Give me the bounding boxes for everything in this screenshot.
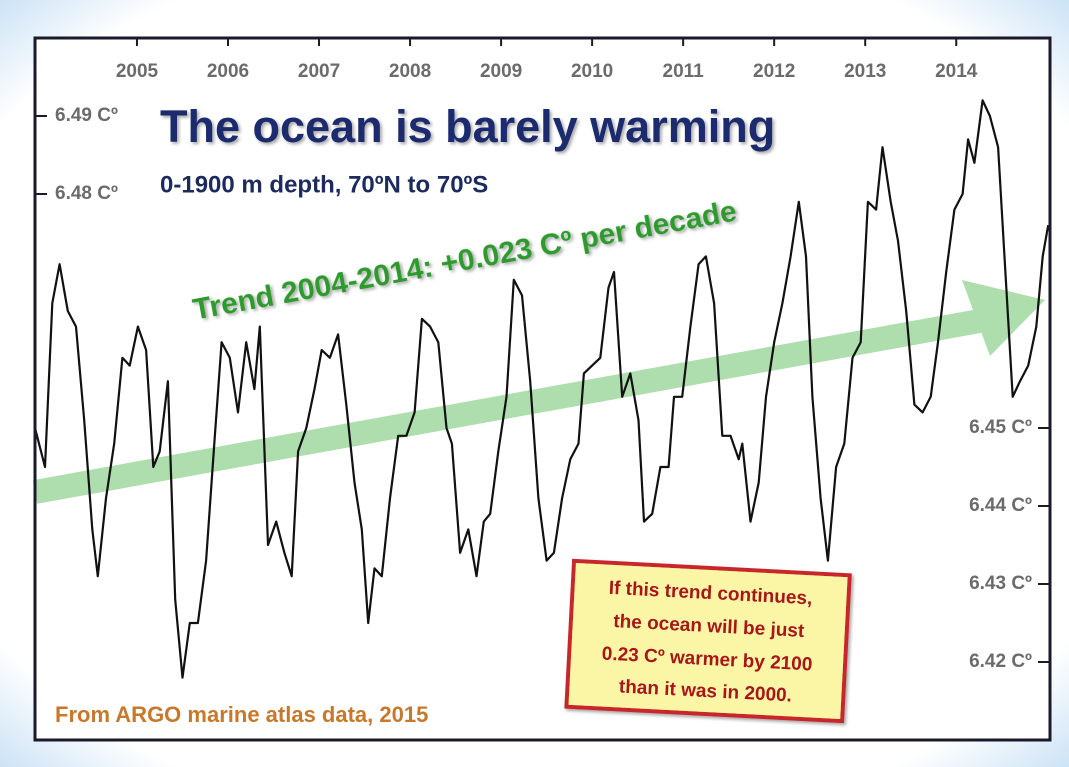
chart-subtitle: 0-1900 m depth, 70ºN to 70ºS (160, 171, 488, 198)
x-tick-label: 2005 (116, 61, 159, 82)
trend-arrow-head (962, 280, 1045, 356)
x-tick-label: 2011 (663, 61, 705, 82)
y2-tick-label: 6.45 Cº (969, 417, 1032, 438)
x-tick-label: 2010 (571, 61, 613, 82)
y-tick-label: 6.48 Cº (55, 183, 118, 204)
source: From ARGO marine atlas data, 2015 (55, 702, 428, 727)
x-tick-label: 2014 (935, 61, 978, 82)
chart-title: The ocean is barely warming (160, 101, 775, 152)
data-line (33, 99, 1050, 679)
x-tick-label: 2009 (480, 61, 522, 82)
y2-tick-label: 6.43 Cº (969, 573, 1032, 594)
trend-arrow-shaft (32, 308, 988, 504)
plot-frame (33, 36, 1052, 742)
trend-arrow (32, 280, 1045, 504)
x-tick-label: 2013 (844, 61, 886, 82)
x-tick-label: 2006 (207, 61, 249, 82)
y2-tick-label: 6.42 Cº (969, 651, 1032, 672)
y-tick-label: 6.49 Cº (55, 105, 118, 126)
x-tick-label: 2012 (753, 61, 795, 82)
x-tick-label: 2008 (389, 61, 431, 82)
x-tick-label: 2007 (298, 61, 340, 82)
note-box: If this trend continues, the ocean will … (564, 558, 852, 724)
y2-tick-label: 6.44 Cº (969, 495, 1032, 516)
marks (33, 99, 1050, 679)
note-frame (564, 558, 852, 724)
